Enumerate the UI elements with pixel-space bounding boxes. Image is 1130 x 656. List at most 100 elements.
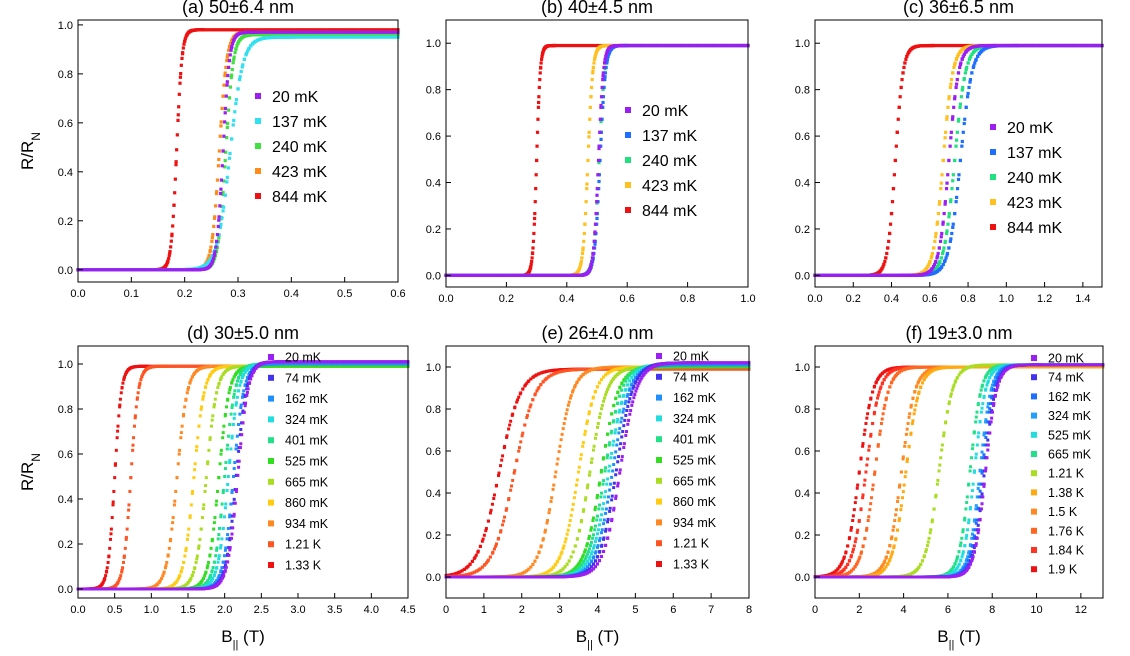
data-point: [464, 273, 468, 277]
data-point: [228, 53, 232, 57]
data-point: [317, 35, 321, 39]
data-point: [530, 256, 534, 260]
data-point: [131, 268, 136, 272]
data-point: [960, 144, 964, 148]
data-point: [240, 65, 244, 69]
data-point: [863, 273, 867, 277]
data-point: [885, 251, 889, 256]
data-point: [285, 30, 289, 34]
data-point: [926, 264, 930, 268]
data-point: [298, 35, 302, 39]
data-point: [965, 95, 970, 99]
data-point: [567, 273, 571, 277]
data-point: [224, 150, 228, 154]
data-point: [210, 236, 214, 240]
data-point: [127, 508, 131, 512]
data-point: [744, 43, 748, 48]
data-point: [296, 364, 300, 368]
data-point: [942, 144, 946, 148]
data-point: [294, 33, 298, 37]
data-point: [637, 43, 641, 48]
data-point: [212, 527, 216, 531]
data-point: [223, 165, 227, 169]
data-point: [514, 273, 519, 277]
data-point: [186, 580, 190, 584]
data-point: [327, 364, 331, 368]
data-point: [87, 268, 91, 272]
data-point: [953, 97, 957, 101]
data-point: [104, 268, 108, 272]
data-point: [532, 216, 537, 221]
data-point: [886, 246, 890, 250]
data-point: [180, 56, 184, 60]
data-point: [235, 44, 239, 48]
data-point: [139, 378, 143, 382]
data-point: [176, 268, 180, 272]
data-point: [208, 553, 212, 557]
data-point: [349, 30, 353, 34]
data-point: [225, 28, 229, 32]
data-point: [171, 364, 175, 368]
data-point: [368, 35, 372, 39]
data-point: [963, 71, 967, 75]
x-tick-label: 1.0: [740, 293, 755, 305]
data-point: [362, 28, 366, 32]
data-point: [539, 57, 544, 61]
data-point: [578, 265, 582, 269]
data-point: [110, 516, 114, 520]
data-point: [225, 180, 229, 184]
data-point: [949, 136, 953, 140]
data-point: [171, 214, 175, 218]
data-point: [364, 35, 368, 39]
data-point: [210, 239, 214, 244]
data-point: [936, 211, 941, 216]
data-point: [225, 405, 228, 409]
data-point: [224, 94, 228, 98]
data-point: [375, 28, 379, 32]
data-point: [591, 251, 595, 256]
data-point: [193, 566, 197, 570]
data-point: [353, 33, 357, 37]
data-point: [115, 436, 119, 440]
data-point: [306, 28, 310, 32]
data-point: [902, 65, 906, 70]
data-point: [326, 28, 330, 32]
legend-label: 844 mK: [642, 203, 697, 220]
data-point: [533, 211, 537, 216]
data-point: [601, 95, 606, 99]
data-point: [949, 198, 953, 202]
y-tick-label: 0.2: [426, 224, 441, 236]
data-point: [377, 35, 381, 39]
data-point: [972, 64, 976, 68]
data-point: [600, 85, 604, 90]
data-point: [1037, 43, 1041, 48]
data-point: [597, 160, 601, 165]
data-point: [598, 130, 602, 134]
data-point: [321, 33, 325, 37]
data-point: [669, 43, 674, 48]
data-point: [1020, 43, 1024, 48]
data-point: [124, 535, 128, 539]
data-point: [213, 516, 217, 520]
data-point: [370, 30, 374, 34]
data-point: [518, 273, 523, 277]
data-point: [958, 65, 962, 70]
data-point: [728, 43, 732, 48]
data-point: [582, 231, 586, 236]
data-point: [221, 209, 225, 213]
data-point: [604, 65, 608, 70]
data-point: [595, 187, 599, 191]
data-series-group: [813, 43, 1104, 277]
data-point: [174, 268, 178, 272]
data-point: [164, 564, 168, 568]
data-point: [392, 33, 396, 37]
legend-label: 20 mK: [642, 103, 689, 120]
data-point: [896, 117, 900, 121]
data-point: [172, 203, 176, 207]
data-point: [585, 43, 589, 48]
data-point: [1016, 43, 1020, 48]
data-point: [239, 69, 243, 74]
data-point: [325, 364, 329, 368]
data-point: [124, 537, 128, 541]
